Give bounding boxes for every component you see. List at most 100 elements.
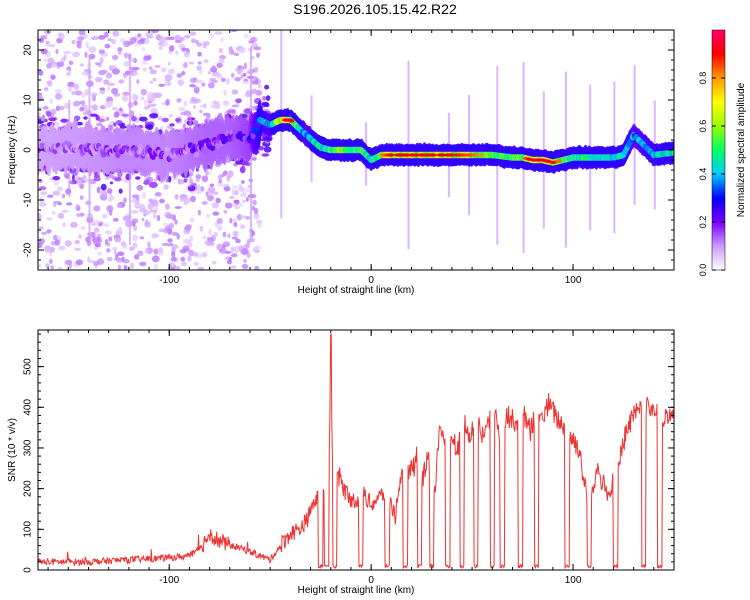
- heatmap-speckle: [79, 212, 85, 217]
- chart-title: S196.2026.105.15.42.R22: [293, 1, 457, 17]
- heatmap-speckle: [149, 209, 158, 213]
- heatmap-speckle: [147, 241, 151, 249]
- heatmap-speckle: [220, 37, 224, 43]
- heatmap-speckle: [113, 111, 119, 118]
- heatmap-speckle: [132, 67, 140, 71]
- heatmap-speckle: [71, 40, 76, 45]
- heatmap-speckle: [220, 77, 226, 82]
- heatmap-speckle: [153, 212, 157, 219]
- heatmap-speckle: [189, 84, 197, 88]
- heatmap-speckle: [165, 98, 170, 106]
- heatmap-speckle: [226, 109, 234, 114]
- heatmap-speckle: [58, 245, 66, 251]
- heatmap-speckle: [233, 52, 240, 57]
- heatmap-speckle: [66, 72, 71, 76]
- heatmap-speckle: [135, 176, 141, 180]
- heatmap-ridge: [203, 147, 209, 154]
- heatmap-speckle: [170, 267, 176, 270]
- heatmap-speckle: [71, 91, 76, 96]
- heatmap-speckle: [158, 36, 166, 44]
- heatmap-speckle: [74, 239, 80, 245]
- heatmap-speckle: [129, 37, 137, 44]
- heatmap-speckle: [237, 70, 242, 75]
- heatmap-speckle: [183, 50, 190, 58]
- heatmap-speckle: [94, 77, 103, 83]
- heatmap-speckle: [201, 252, 208, 258]
- heatmap-speckle: [207, 113, 211, 119]
- heatmap-speckle: [197, 51, 202, 57]
- heatmap-speckle: [166, 82, 172, 86]
- heatmap-speckle: [74, 247, 82, 251]
- snr-x-ticks: -100 0 100: [159, 330, 582, 586]
- heatmap-speckle: [81, 91, 86, 99]
- heatmap-speckle: [210, 104, 216, 109]
- heatmap-speckle: [64, 240, 73, 247]
- heatmap-speckle: [191, 252, 199, 257]
- heatmap-speckle: [76, 121, 83, 126]
- heatmap-speckle: [174, 219, 178, 225]
- heatmap-speckle: [243, 258, 247, 264]
- heatmap-speckle: [181, 70, 186, 76]
- heatmap-speckle: [73, 100, 81, 107]
- heatmap-speckle: [136, 79, 140, 84]
- heatmap-speckle: [248, 40, 254, 44]
- heatmap-speckle: [143, 179, 150, 185]
- heatmap-speckle: [174, 40, 182, 44]
- heatmap-speckle: [261, 153, 270, 157]
- heatmap-speckle: [223, 186, 231, 192]
- heatmap-speckle: [96, 122, 103, 127]
- heatmap-speckle: [163, 222, 169, 228]
- heatmap-speckle: [212, 80, 219, 83]
- heatmap-speckle: [107, 82, 115, 87]
- heatmap-speckle: [133, 100, 138, 106]
- heatmap-speckle: [117, 251, 125, 257]
- spectrogram-y-ticks: 20 10 0 -10 -20: [23, 44, 674, 257]
- heatmap-speckle: [139, 236, 145, 240]
- heatmap-speckle: [190, 195, 196, 203]
- heatmap-speckle: [76, 213, 81, 218]
- heatmap-speckle: [219, 55, 226, 60]
- heatmap-speckle: [203, 59, 209, 63]
- snr-y-ticks: 0 100 200 300 400 500: [23, 358, 674, 573]
- heatmap-speckle: [164, 203, 170, 210]
- heatmap-speckle: [207, 71, 211, 75]
- heatmap-speckle: [193, 105, 196, 109]
- heatmap-speckle: [95, 115, 100, 121]
- heatmap-speckle: [233, 231, 239, 237]
- heatmap-speckle: [238, 47, 246, 54]
- heatmap-speckle: [161, 67, 167, 73]
- heatmap-speckle: [116, 257, 123, 263]
- heatmap-speckle: [177, 79, 184, 86]
- heatmap-speckle: [265, 95, 271, 101]
- heatmap-speckle: [151, 30, 159, 34]
- heatmap-speckle: [118, 188, 123, 194]
- heatmap-speckle: [140, 88, 147, 96]
- heatmap-speckle: [235, 68, 240, 72]
- heatmap-ridge: [210, 144, 216, 151]
- heatmap-speckle: [68, 60, 74, 66]
- heatmap-speckle: [193, 86, 200, 94]
- heatmap-speckle: [91, 95, 97, 102]
- heatmap-speckle: [75, 203, 80, 210]
- heatmap-speckle: [236, 213, 242, 221]
- heatmap-speckle: [253, 212, 260, 220]
- snr-y-tick-label: 200: [23, 480, 34, 497]
- heatmap-speckle: [107, 100, 114, 107]
- heatmap-speckle: [169, 36, 175, 41]
- heatmap-speckle: [123, 197, 127, 203]
- heatmap-speckle: [44, 245, 52, 249]
- heatmap-speckle: [232, 246, 241, 253]
- heatmap-speckle: [171, 244, 179, 250]
- heatmap-speckle: [246, 241, 251, 248]
- heatmap-speckle: [214, 31, 223, 35]
- heatmap-ridge-peak: [430, 153, 437, 157]
- heatmap-speckle: [46, 111, 52, 117]
- heatmap-speckle: [38, 112, 41, 117]
- spectrogram-ylabel: Frequency (Hz): [7, 116, 18, 185]
- heatmap-speckle: [99, 87, 106, 91]
- heatmap-speckle: [61, 57, 66, 64]
- colorbar-tick-label: 0.4: [698, 168, 708, 181]
- heatmap-speckle: [100, 190, 108, 197]
- heatmap-speckle: [230, 265, 237, 269]
- heatmap-speckle: [58, 105, 65, 111]
